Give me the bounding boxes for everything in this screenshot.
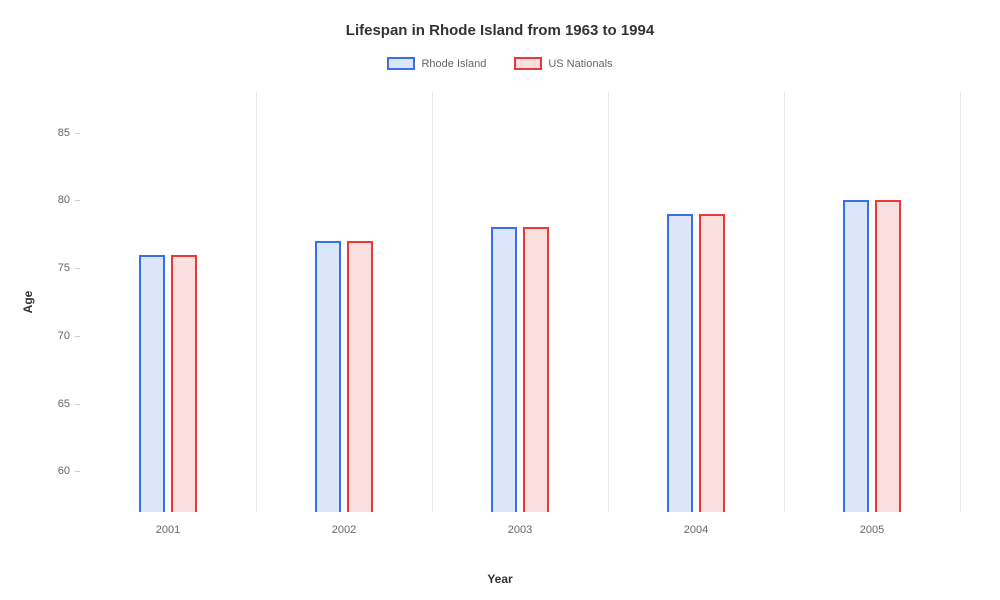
y-tick-label: 80 [58, 194, 70, 206]
y-tick-label: 75 [58, 262, 70, 274]
legend-item-us-nationals: US Nationals [514, 57, 612, 70]
gridline [432, 92, 433, 512]
bar [171, 255, 197, 512]
y-tick-mark [75, 471, 80, 472]
y-tick-mark [75, 268, 80, 269]
bar [347, 241, 373, 512]
y-tick-mark [75, 133, 80, 134]
bar [139, 255, 165, 512]
plot-area: 60657075808520012002200320042005 [80, 92, 960, 512]
x-axis-title: Year [487, 572, 512, 586]
gridline [784, 92, 785, 512]
y-tick-mark [75, 336, 80, 337]
legend-swatch-icon [514, 57, 542, 70]
legend-item-rhode-island: Rhode Island [387, 57, 486, 70]
bar [491, 227, 517, 512]
x-tick-label: 2002 [332, 524, 356, 536]
gridline [608, 92, 609, 512]
gridline [256, 92, 257, 512]
y-axis-title: Age [21, 291, 35, 314]
y-tick-label: 70 [58, 330, 70, 342]
y-tick-mark [75, 404, 80, 405]
chart-title: Lifespan in Rhode Island from 1963 to 19… [0, 0, 1000, 39]
y-tick-label: 60 [58, 465, 70, 477]
y-tick-label: 65 [58, 398, 70, 410]
legend: Rhode Island US Nationals [0, 57, 1000, 70]
x-tick-label: 2003 [508, 524, 532, 536]
legend-label: Rhode Island [421, 58, 486, 70]
bar [843, 200, 869, 512]
bar [699, 214, 725, 512]
x-tick-label: 2005 [860, 524, 884, 536]
x-tick-label: 2004 [684, 524, 708, 536]
legend-swatch-icon [387, 57, 415, 70]
y-tick-label: 85 [58, 127, 70, 139]
y-tick-mark [75, 200, 80, 201]
bar [523, 227, 549, 512]
x-tick-label: 2001 [156, 524, 180, 536]
chart-container: Lifespan in Rhode Island from 1963 to 19… [0, 0, 1000, 600]
gridline [960, 92, 961, 512]
bar [875, 200, 901, 512]
legend-label: US Nationals [548, 58, 612, 70]
bar [315, 241, 341, 512]
bar [667, 214, 693, 512]
